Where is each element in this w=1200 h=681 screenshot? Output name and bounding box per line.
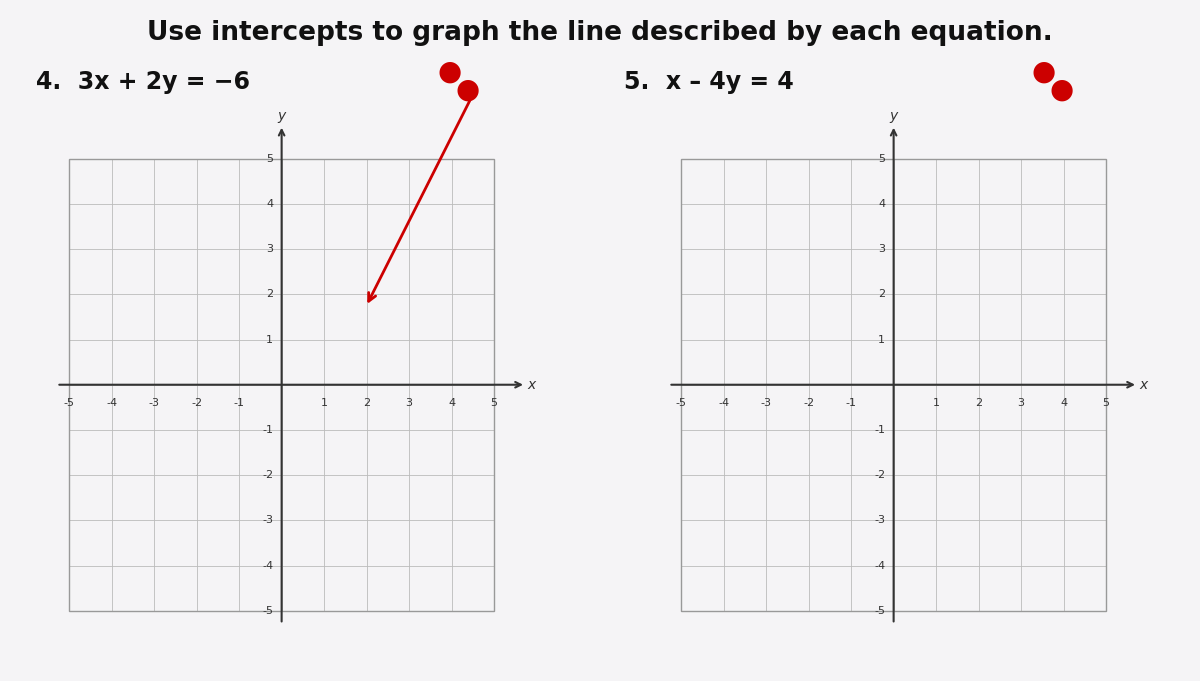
- Text: 1: 1: [932, 398, 940, 409]
- Text: 1: 1: [320, 398, 328, 409]
- Text: 5: 5: [1103, 398, 1110, 409]
- Text: 5: 5: [878, 154, 886, 163]
- Text: 5.  x – 4y = 4: 5. x – 4y = 4: [624, 69, 793, 94]
- Text: 4: 4: [878, 199, 886, 209]
- Text: x: x: [527, 378, 535, 392]
- Text: 2: 2: [266, 289, 274, 300]
- Text: 5: 5: [266, 154, 274, 163]
- Text: -1: -1: [846, 398, 857, 409]
- Text: -4: -4: [262, 560, 274, 571]
- Text: ●: ●: [456, 76, 480, 104]
- Text: -2: -2: [191, 398, 203, 409]
- Text: 4: 4: [1060, 398, 1067, 409]
- Text: -2: -2: [874, 470, 886, 480]
- Text: 4: 4: [448, 398, 455, 409]
- Text: -3: -3: [874, 516, 886, 525]
- Text: 4: 4: [266, 199, 274, 209]
- Text: ●: ●: [1032, 57, 1056, 86]
- Bar: [682, 159, 1106, 611]
- Text: -3: -3: [149, 398, 160, 409]
- Text: 3: 3: [878, 244, 886, 254]
- Text: 2: 2: [878, 289, 886, 300]
- Text: -5: -5: [64, 398, 74, 409]
- Text: -5: -5: [874, 605, 886, 616]
- Text: -5: -5: [262, 605, 274, 616]
- Text: 3: 3: [1018, 398, 1025, 409]
- Text: 3: 3: [406, 398, 413, 409]
- Text: -4: -4: [874, 560, 886, 571]
- Text: -1: -1: [234, 398, 245, 409]
- Text: 3: 3: [266, 244, 274, 254]
- Bar: [70, 159, 494, 611]
- Text: -2: -2: [262, 470, 274, 480]
- Text: -1: -1: [874, 425, 886, 435]
- Text: 1: 1: [878, 334, 886, 345]
- Text: y: y: [889, 110, 898, 123]
- Text: Use intercepts to graph the line described by each equation.: Use intercepts to graph the line describ…: [148, 20, 1052, 46]
- Text: -4: -4: [718, 398, 730, 409]
- Text: -4: -4: [106, 398, 118, 409]
- Text: y: y: [277, 110, 286, 123]
- Text: 2: 2: [976, 398, 982, 409]
- Text: -1: -1: [262, 425, 274, 435]
- Text: -3: -3: [262, 516, 274, 525]
- Text: -5: -5: [676, 398, 686, 409]
- Text: ●: ●: [1050, 76, 1074, 104]
- Text: 4.  3x + 2y = −6: 4. 3x + 2y = −6: [36, 69, 250, 94]
- Text: 5: 5: [491, 398, 498, 409]
- Text: 1: 1: [266, 334, 274, 345]
- Text: -3: -3: [761, 398, 772, 409]
- Text: ●: ●: [438, 57, 462, 86]
- Text: -2: -2: [803, 398, 815, 409]
- Text: 2: 2: [364, 398, 370, 409]
- Text: x: x: [1139, 378, 1147, 392]
